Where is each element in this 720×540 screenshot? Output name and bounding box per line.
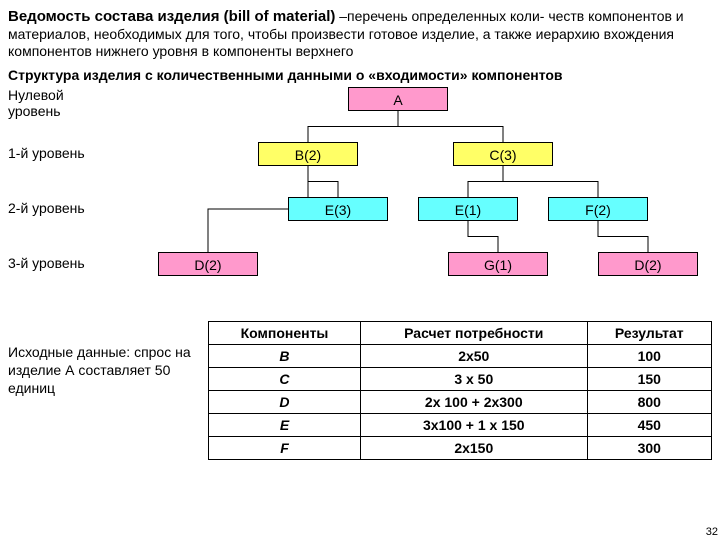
table-cell: 2x150 <box>360 436 587 459</box>
table-cell: 800 <box>587 390 711 413</box>
table-header-row: Компоненты Расчет потребности Результат <box>209 321 712 344</box>
node-C: C(3) <box>453 142 553 166</box>
table-row: E3x100 + 1 x 150450 <box>209 413 712 436</box>
node-D1: D(2) <box>158 252 258 276</box>
table-row: B2x50100 <box>209 344 712 367</box>
table-row: D2x 100 + 2x300800 <box>209 390 712 413</box>
title-main: Ведомость состава изделия (bill of mater… <box>8 8 335 25</box>
table-cell: 2x 100 + 2x300 <box>360 390 587 413</box>
table-row: F2x150300 <box>209 436 712 459</box>
table-cell: 2x50 <box>360 344 587 367</box>
table-row: C3 x 50150 <box>209 367 712 390</box>
table-body: B2x50100C3 x 50150D2x 100 + 2x300800E3x1… <box>209 344 712 459</box>
col-calc: Расчет потребности <box>360 321 587 344</box>
level-0-label-a: Нулевой <box>8 87 64 103</box>
table-cell: B <box>209 344 361 367</box>
calc-table: Компоненты Расчет потребности Результат … <box>208 321 712 460</box>
table-cell: D <box>209 390 361 413</box>
table-cell: F <box>209 436 361 459</box>
subtitle: Структура изделия с количественными данн… <box>8 67 712 83</box>
level-3-label: 3-й уровень <box>8 255 85 271</box>
tree-diagram: Нулевой уровень 1-й уровень 2-й уровень … <box>8 87 712 317</box>
table-cell: E <box>209 413 361 436</box>
level-1-label: 1-й уровень <box>8 145 85 161</box>
col-result: Результат <box>587 321 711 344</box>
table-cell: 450 <box>587 413 711 436</box>
level-2-label: 2-й уровень <box>8 200 85 216</box>
node-B: B(2) <box>258 142 358 166</box>
bottom-row: Исходные данные: спрос на изделие А сост… <box>8 321 712 460</box>
node-E2: E(1) <box>418 197 518 221</box>
title-block: Ведомость состава изделия (bill of mater… <box>8 8 712 61</box>
node-E1: E(3) <box>288 197 388 221</box>
table-cell: 3x100 + 1 x 150 <box>360 413 587 436</box>
node-G: G(1) <box>448 252 548 276</box>
node-A: A <box>348 87 448 111</box>
node-D2: D(2) <box>598 252 698 276</box>
node-F: F(2) <box>548 197 648 221</box>
table-cell: 100 <box>587 344 711 367</box>
table-cell: C <box>209 367 361 390</box>
table-cell: 300 <box>587 436 711 459</box>
demand-note: Исходные данные: спрос на изделие А сост… <box>8 321 208 398</box>
level-0-label-b: уровень <box>8 103 61 119</box>
page-number: 32 <box>706 526 718 538</box>
col-component: Компоненты <box>209 321 361 344</box>
table-cell: 150 <box>587 367 711 390</box>
table-cell: 3 x 50 <box>360 367 587 390</box>
